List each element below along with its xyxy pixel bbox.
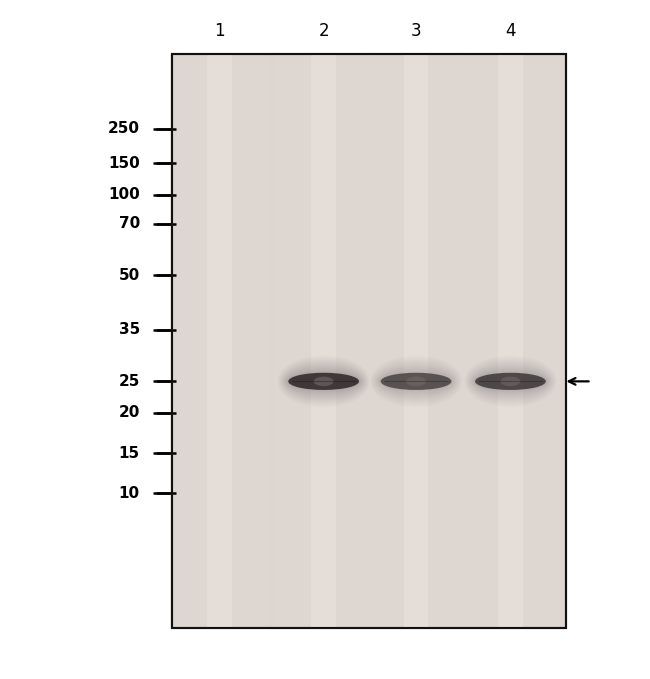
Bar [207,55,232,627]
Bar [274,55,373,627]
Text: 250: 250 [108,122,140,136]
Text: 20: 20 [118,405,140,420]
Bar [172,54,566,628]
Bar [170,55,268,627]
Ellipse shape [288,373,359,390]
Ellipse shape [287,371,360,392]
Text: 70: 70 [118,216,140,231]
Bar [367,55,465,627]
Ellipse shape [314,377,333,386]
Text: 150: 150 [108,156,140,171]
Text: 10: 10 [118,485,140,500]
Text: 3: 3 [411,22,421,39]
Text: 1: 1 [214,22,225,39]
Text: 25: 25 [118,374,140,389]
Ellipse shape [381,373,452,390]
Bar [311,55,336,627]
Bar [172,54,566,628]
Bar [498,55,523,627]
Ellipse shape [475,373,546,390]
Ellipse shape [406,377,426,386]
Bar [462,55,560,627]
Text: 50: 50 [118,268,140,282]
Text: 2: 2 [318,22,329,39]
Text: 4: 4 [505,22,515,39]
Text: 15: 15 [118,445,140,460]
Ellipse shape [500,377,521,386]
Ellipse shape [285,369,361,394]
Bar [404,55,428,627]
Text: 100: 100 [108,187,140,202]
Text: 35: 35 [118,323,140,337]
